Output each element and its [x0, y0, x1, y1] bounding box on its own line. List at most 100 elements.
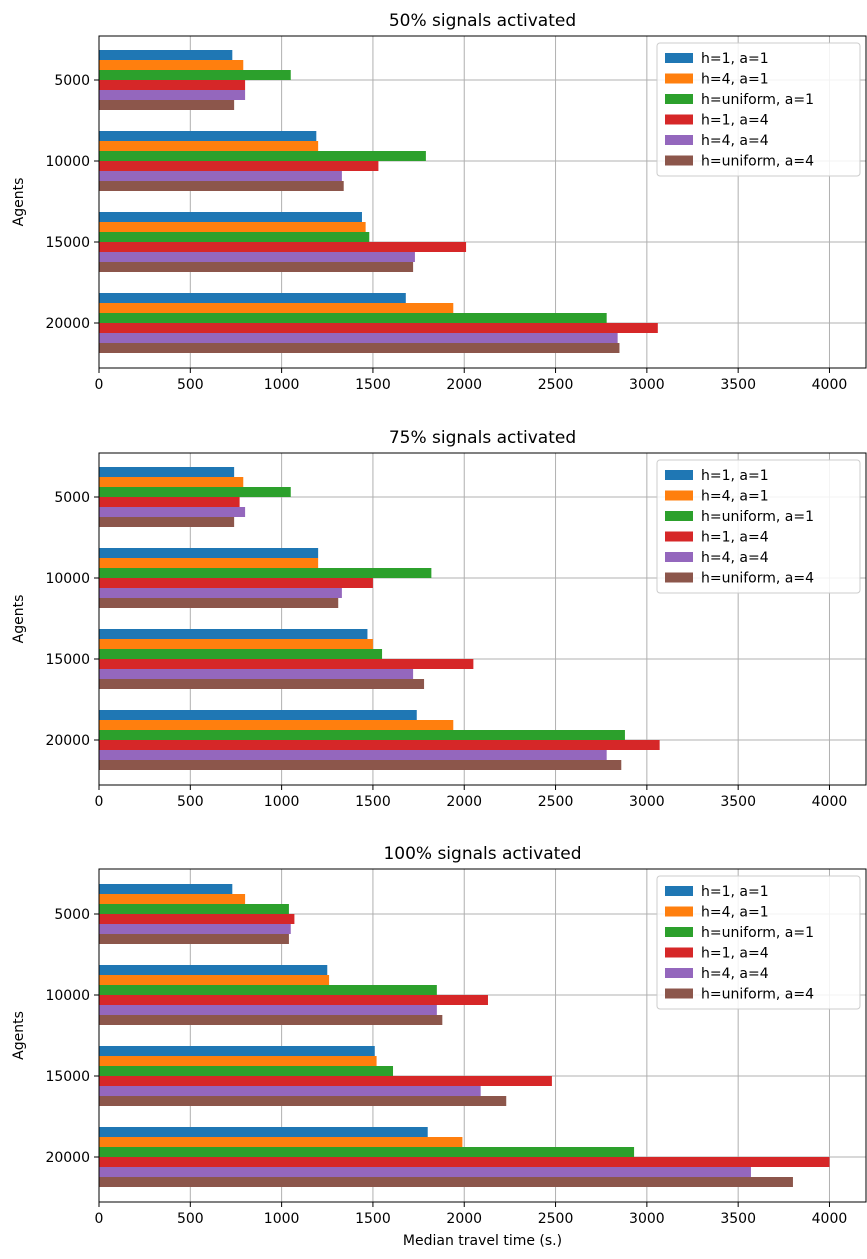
bar-h-4-a-4-15000: [99, 252, 415, 262]
x-tick-label: 3500: [720, 794, 756, 810]
x-tick-label: 3000: [629, 1211, 665, 1227]
bar-h-4-a-4-20000: [99, 1167, 751, 1177]
bar-h-4-a-4-15000: [99, 669, 414, 679]
bar-h-1-a-4-5000: [99, 80, 246, 90]
legend-swatch: [665, 968, 693, 978]
legend-swatch: [665, 511, 693, 521]
legend-swatch: [665, 73, 693, 84]
bar-h-4-a-4-10000: [99, 588, 342, 598]
legend-swatch: [665, 155, 693, 166]
y-axis-label: Agents: [11, 178, 27, 227]
bar-h-uniform-a-1-15000: [99, 232, 370, 242]
bar-h-uniform-a-1-5000: [99, 904, 289, 914]
chart-title: 100% signals activated: [383, 844, 581, 864]
bar-h-1-a-1-15000: [99, 212, 362, 222]
bar-h-4-a-1-15000: [99, 222, 366, 232]
bar-h-1-a-4-15000: [99, 659, 474, 669]
bar-h-uniform-a-4-5000: [99, 934, 289, 944]
bar-h-1-a-4-10000: [99, 995, 488, 1005]
plot-frame: [98, 452, 867, 786]
bar-h-4-a-1-20000: [99, 1137, 463, 1147]
bar-h-1-a-4-5000: [99, 914, 295, 924]
legend-swatch: [665, 906, 693, 917]
bar-h-1-a-4-20000: [99, 323, 658, 333]
bar-h-uniform-a-4-20000: [99, 1177, 793, 1187]
bar-h-uniform-a-4-10000: [99, 1015, 443, 1025]
x-tick-label: 500: [177, 377, 204, 393]
x-tick-label: 2500: [538, 794, 574, 810]
bar-h-4-a-4-10000: [99, 171, 342, 181]
y-tick-label: 20000: [45, 733, 90, 749]
bar-h-uniform-a-4-15000: [99, 262, 414, 272]
x-tick-label: 1000: [264, 1211, 300, 1227]
x-tick-label: 1500: [355, 794, 391, 810]
legend-label: h=uniform, a=1: [701, 92, 814, 108]
legend-swatch: [665, 947, 693, 958]
x-axis-label: Median travel time (s.): [403, 1233, 562, 1249]
legend-swatch: [665, 490, 693, 501]
legend-label: h=uniform, a=1: [701, 925, 814, 941]
legend-label: h=1, a=4: [701, 113, 769, 129]
x-tick-label: 1500: [355, 377, 391, 393]
legend-swatch: [665, 572, 693, 583]
bar-h-4-a-4-20000: [99, 750, 607, 760]
legend-label: h=1, a=4: [701, 946, 769, 962]
y-tick-label: 5000: [54, 73, 90, 89]
legend-label: h=1, a=1: [701, 468, 769, 484]
legend-box: [656, 459, 861, 594]
legend-swatch: [665, 114, 693, 125]
legend-swatch: [665, 531, 693, 542]
legend: h=1, a=1 h=4, a=1 h=uniform, a=1 h=1, a=4 h=…: [656, 42, 861, 177]
bar-h-1-a-1-10000: [99, 965, 328, 975]
legend-label: h=1, a=1: [701, 51, 769, 67]
bar-h-1-a-1-10000: [99, 131, 317, 141]
legend-label: h=1, a=4: [701, 530, 769, 546]
bar-h-1-a-4-20000: [99, 740, 660, 750]
bar-h-4-a-4-5000: [99, 924, 291, 934]
legend-swatch: [665, 552, 693, 562]
bar-h-uniform-a-1-10000: [99, 985, 437, 995]
legend: h=1, a=1 h=4, a=1 h=uniform, a=1 h=1, a=4 h=…: [656, 459, 861, 594]
legend-swatch: [665, 135, 693, 145]
bar-h-uniform-a-1-20000: [99, 730, 625, 740]
x-tick-label: 0: [95, 1211, 104, 1227]
legend: h=1, a=1 h=4, a=1 h=uniform, a=1 h=1, a=4 h=…: [656, 875, 861, 1010]
bar-h-4-a-1-5000: [99, 60, 244, 70]
x-tick-label: 3500: [720, 1211, 756, 1227]
bar-h-1-a-1-5000: [99, 50, 233, 60]
bar-h-4-a-1-10000: [99, 975, 330, 985]
bar-h-uniform-a-1-10000: [99, 151, 426, 161]
bar-h-uniform-a-1-5000: [99, 487, 291, 497]
y-axis-label: Agents: [11, 1011, 27, 1060]
legend-swatch: [665, 53, 693, 63]
bar-h-4-a-1-20000: [99, 303, 454, 313]
x-tick-label: 1500: [355, 1211, 391, 1227]
legend-box: [656, 875, 861, 1010]
bar-h-4-a-1-5000: [99, 477, 244, 487]
bar-h-uniform-a-4-15000: [99, 1096, 507, 1106]
plot-frame: [98, 868, 867, 1203]
legend-swatch: [665, 927, 693, 937]
legend-swatch: [665, 988, 693, 999]
bar-h-1-a-4-10000: [99, 578, 373, 588]
bar-h-1-a-1-20000: [99, 293, 406, 303]
x-tick-label: 0: [95, 377, 104, 393]
bar-h-uniform-a-1-20000: [99, 313, 607, 323]
x-tick-label: 3000: [629, 794, 665, 810]
y-tick-label: 5000: [54, 907, 90, 923]
bar-h-4-a-1-15000: [99, 1056, 377, 1066]
bar-h-1-a-1-15000: [99, 629, 368, 639]
bars: [99, 884, 830, 1187]
legend-label: h=4, a=1: [701, 905, 769, 921]
legend-label: h=uniform, a=4: [701, 987, 814, 1003]
legend-swatch: [665, 94, 693, 104]
plot-frame: [98, 35, 867, 369]
legend-label: h=uniform, a=4: [701, 154, 814, 170]
legend-label: h=4, a=1: [701, 72, 769, 88]
x-tick-label: 4000: [812, 377, 848, 393]
x-tick-label: 1000: [264, 794, 300, 810]
bar-h-1-a-1-5000: [99, 884, 233, 894]
bar-h-4-a-4-5000: [99, 90, 246, 100]
legend-swatch: [665, 470, 693, 480]
